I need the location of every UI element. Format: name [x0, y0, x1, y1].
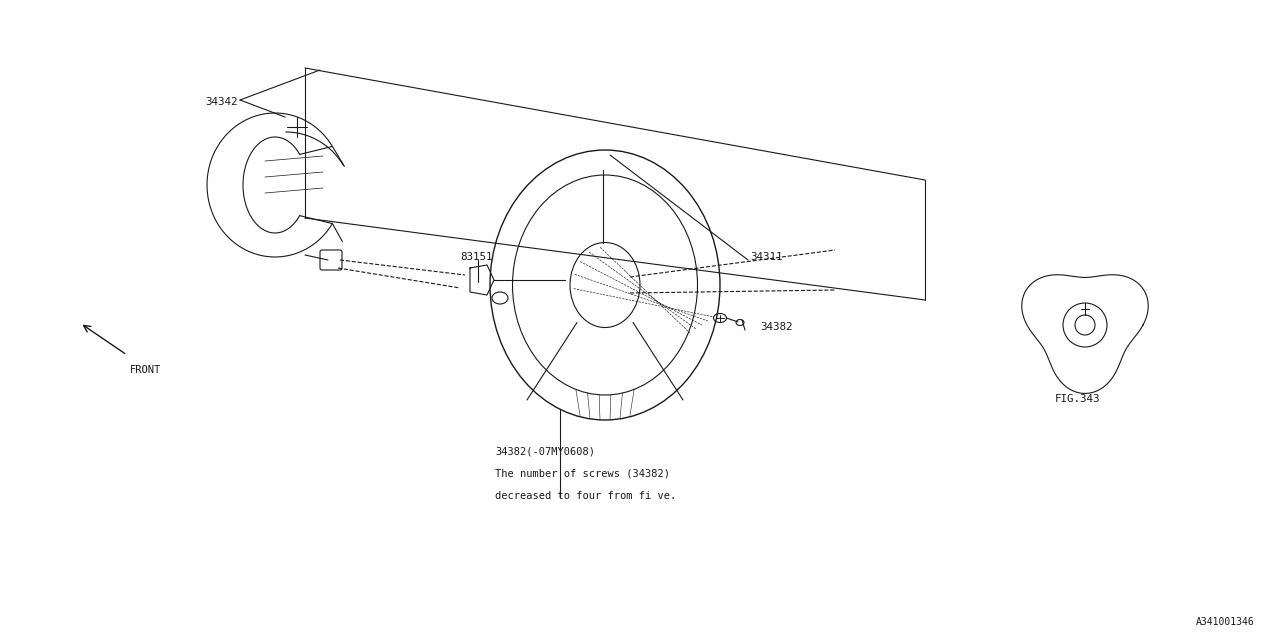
Text: decreased to four from fi ve.: decreased to four from fi ve.: [495, 491, 676, 501]
Text: A341001346: A341001346: [1197, 617, 1254, 627]
Text: 34382: 34382: [760, 322, 792, 332]
Text: FRONT: FRONT: [131, 365, 161, 375]
Text: 34311: 34311: [750, 252, 782, 262]
Text: 83151: 83151: [460, 252, 493, 262]
Text: FIG.343: FIG.343: [1055, 394, 1101, 404]
Text: The number of screws (34382): The number of screws (34382): [495, 469, 669, 479]
Text: 34342: 34342: [205, 97, 238, 107]
Text: 34382(-07MY0608): 34382(-07MY0608): [495, 447, 595, 457]
